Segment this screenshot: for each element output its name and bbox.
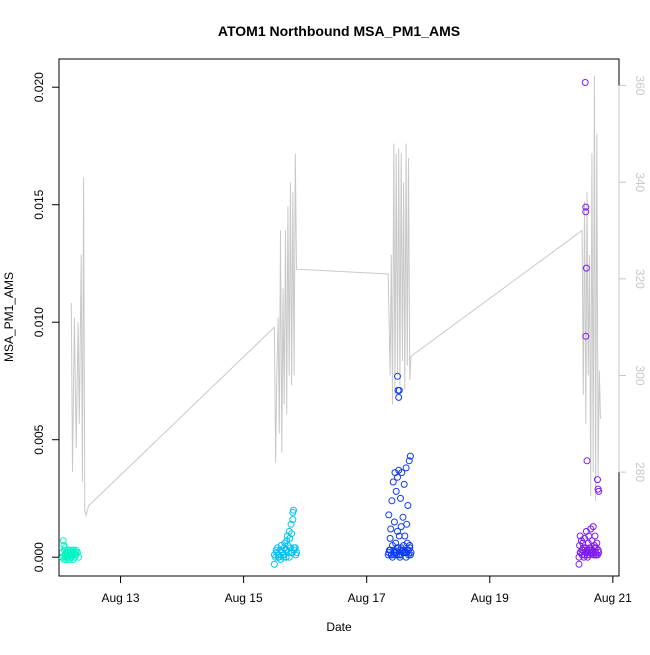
x-tick-label: Aug 13	[102, 591, 140, 605]
data-point-series-3	[394, 544, 401, 552]
data-point-series-4	[594, 476, 601, 484]
data-point-series-3	[394, 473, 401, 481]
data-point-series-3	[385, 511, 393, 519]
data-point-series-4	[595, 487, 603, 495]
x-tick-label: Aug 17	[348, 591, 386, 605]
chart-title: ATOM1 Northbound MSA_PM1_AMS	[218, 23, 460, 39]
data-point-series-3	[394, 527, 401, 535]
data-point-series-4	[590, 542, 598, 549]
data-point-series-3	[406, 452, 414, 460]
data-point-series-3	[394, 372, 401, 380]
data-point-series-3	[405, 457, 413, 465]
data-point-series-2	[285, 527, 293, 535]
data-point-series-4	[588, 549, 596, 556]
data-point-series-3	[405, 546, 412, 554]
data-point-series-3	[401, 532, 409, 540]
data-point-series-4	[591, 532, 599, 540]
data-point-series-4	[584, 539, 592, 547]
data-point-series-4	[594, 546, 602, 554]
y-axis: 0.000 0.005 0.010 0.015 0.020	[32, 72, 60, 572]
data-point-series-1	[60, 542, 68, 549]
data-point-series-3	[406, 542, 414, 549]
points-layer	[58, 79, 603, 568]
data-point-series-4	[582, 203, 590, 211]
data-point-series-3	[395, 386, 403, 394]
data-point-series-3	[388, 497, 396, 505]
data-point-series-3	[392, 487, 400, 495]
data-point-series-2	[290, 506, 297, 514]
x-axis: Aug 13 Aug 15 Aug 17 Aug 19 Aug 21	[102, 575, 632, 605]
x-tick-label: Aug 21	[594, 591, 632, 605]
y2-tick-label: 320	[633, 269, 647, 289]
data-point-series-3	[403, 520, 411, 528]
data-point-series-3	[387, 525, 395, 533]
data-point-series-1	[59, 537, 67, 545]
data-point-series-3	[398, 469, 406, 477]
y-tick-label: 0.020	[32, 72, 46, 102]
y2-tick-label: 300	[633, 365, 647, 385]
data-point-series-2	[287, 520, 295, 528]
data-point-series-3	[404, 502, 412, 509]
data-point-series-3	[389, 478, 397, 486]
data-point-series-1	[72, 549, 80, 556]
data-point-series-3	[399, 513, 407, 521]
data-point-series-2	[270, 560, 278, 568]
plot-frame	[58, 58, 620, 577]
data-point-series-4	[586, 546, 593, 554]
y2-axis: 280 300 320 340 360	[618, 76, 647, 482]
y-tick-label: 0.010	[32, 307, 46, 337]
data-point-series-3	[406, 551, 414, 559]
data-point-series-2	[290, 544, 298, 552]
data-point-series-3	[395, 393, 403, 401]
data-point-series-2	[270, 551, 278, 559]
data-point-series-3	[397, 494, 404, 502]
x-tick-label: Aug 15	[225, 591, 263, 605]
data-point-series-3	[386, 534, 394, 542]
data-point-series-2	[289, 516, 297, 524]
y2-tick-label: 360	[633, 76, 647, 96]
data-point-series-4	[582, 332, 590, 340]
data-point-series-2	[286, 534, 294, 542]
y-axis-label: MSA_PM1_AMS	[2, 272, 16, 362]
y2-tick-label: 280	[633, 462, 647, 482]
data-point-series-3	[400, 480, 408, 488]
data-point-series-2	[272, 546, 280, 554]
data-point-series-4	[582, 264, 590, 272]
data-point-series-2	[288, 530, 296, 538]
x-tick-label: Aug 19	[471, 591, 509, 605]
data-point-series-3	[390, 551, 398, 559]
data-point-series-4	[589, 523, 597, 531]
data-point-series-3	[402, 464, 410, 472]
data-point-series-4	[581, 79, 589, 86]
data-point-series-3	[390, 518, 398, 526]
data-point-series-2	[277, 556, 284, 563]
secondary-series-line	[70, 75, 601, 518]
y-tick-label: 0.015	[32, 189, 46, 219]
data-point-series-3	[401, 549, 409, 556]
data-point-series-4	[581, 551, 588, 559]
data-point-series-2	[274, 553, 282, 561]
data-point-series-3	[385, 549, 393, 556]
y-tick-label: 0.000	[32, 542, 46, 572]
data-point-series-4	[583, 457, 591, 465]
y-tick-label: 0.005	[32, 424, 46, 454]
x-axis-label: Date	[326, 620, 352, 634]
data-point-series-2	[286, 544, 294, 552]
data-point-series-4	[575, 560, 583, 568]
y2-tick-label: 340	[633, 172, 647, 192]
data-point-series-4	[582, 208, 590, 216]
secondary-line-layer	[70, 75, 601, 518]
